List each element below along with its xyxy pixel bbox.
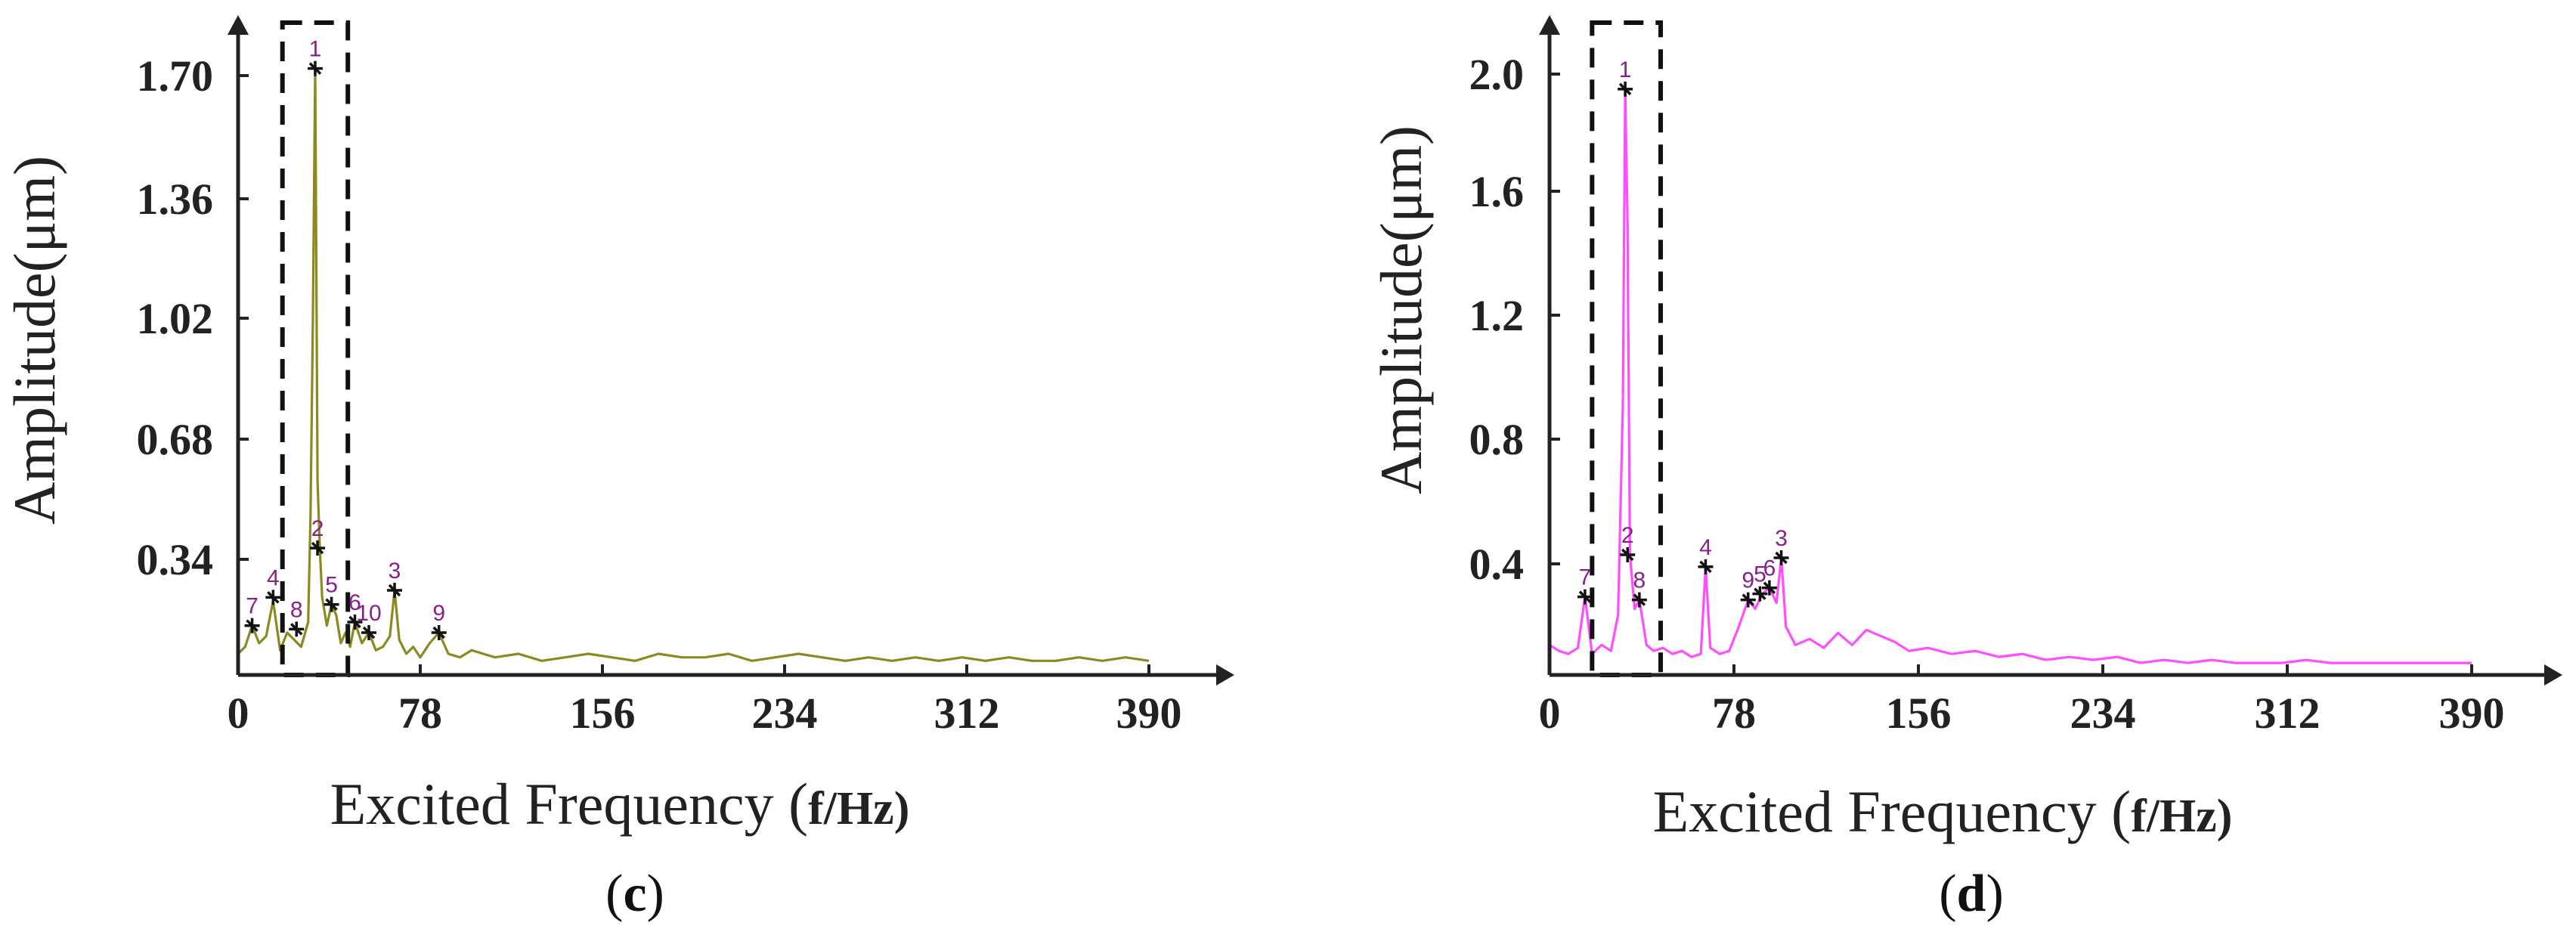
dashed-highlight-box xyxy=(280,20,351,677)
y-axis-arrow xyxy=(228,15,249,35)
y-tick-label: 0.4 xyxy=(1469,540,1525,589)
x-tick-label: 78 xyxy=(398,689,442,738)
x-tick-label: 312 xyxy=(2255,689,2321,738)
peak-number-label: 3 xyxy=(389,559,401,584)
panel-label-letter: c xyxy=(623,865,646,923)
peak-number-label: 5 xyxy=(325,573,338,598)
x-tick-label: 156 xyxy=(1886,689,1952,738)
peak-number-label: 4 xyxy=(1699,535,1712,560)
x-tick-label: 156 xyxy=(570,689,636,738)
peak-number-label: 6 xyxy=(1763,556,1776,581)
peak-marker xyxy=(348,615,361,629)
y-tick-label: 1.70 xyxy=(137,51,214,101)
x-tick-label: 234 xyxy=(2070,689,2136,738)
peak-number-label: 7 xyxy=(1579,565,1592,590)
y-tick-label: 0.68 xyxy=(137,415,214,464)
x-tick-label: 78 xyxy=(1712,689,1756,738)
peak-number-label: 10 xyxy=(356,601,381,626)
y-axis-title: Amplitude(μm) xyxy=(1368,125,1434,494)
x-tick-label: 234 xyxy=(752,689,818,738)
y-tick-label: 1.02 xyxy=(137,294,214,343)
x-axis-title-main: Excited Frequency ( xyxy=(1653,779,2131,844)
peak-number-label: 7 xyxy=(246,594,259,619)
series-line xyxy=(237,67,1150,662)
peak-number-label: 2 xyxy=(1621,523,1634,548)
peak-marker xyxy=(1742,593,1755,606)
y-tick-label: 1.2 xyxy=(1469,291,1525,340)
peak-marker xyxy=(1754,587,1766,600)
peak-marker xyxy=(1618,82,1632,96)
panel-label-close: ) xyxy=(647,865,664,923)
peak-marker xyxy=(1699,560,1712,574)
peak-number-label: 1 xyxy=(1619,57,1632,82)
y-axis-arrow xyxy=(1539,15,1560,35)
peak-number-label: 9 xyxy=(432,601,445,626)
series-line xyxy=(1549,88,2472,664)
x-tick-label: 0 xyxy=(1539,689,1561,738)
peak-number-label: 2 xyxy=(311,516,324,541)
peak-marker xyxy=(267,591,280,604)
peak-marker xyxy=(311,541,324,555)
peak-marker xyxy=(432,626,445,639)
peak-marker xyxy=(1775,551,1788,565)
x-axis-title: Excited Frequency (f/Hz) xyxy=(1653,779,2233,844)
peak-number-label: 1 xyxy=(309,37,322,62)
peak-marker xyxy=(1621,548,1634,562)
panel-label: (c) xyxy=(605,865,664,923)
peak-number-label: 8 xyxy=(1633,568,1646,593)
peak-marker xyxy=(290,623,303,636)
peak-number-label: 3 xyxy=(1775,526,1788,551)
peak-marker xyxy=(1578,590,1592,603)
x-axis-arrow xyxy=(1216,664,1234,686)
panel-label-open: ( xyxy=(605,865,623,923)
peak-marker xyxy=(325,598,338,611)
dashed-highlight-box xyxy=(1590,20,1664,677)
x-tick-label: 0 xyxy=(228,689,249,738)
y-tick-label: 0.8 xyxy=(1469,415,1525,464)
x-tick-label: 390 xyxy=(1116,689,1182,738)
peak-number-label: 4 xyxy=(267,565,280,590)
peak-number-label: 6 xyxy=(348,590,361,615)
peak-marker xyxy=(1763,581,1776,594)
x-tick-label: 390 xyxy=(2439,689,2505,738)
y-tick-label: 1.6 xyxy=(1469,167,1525,216)
x-axis-title-unit: f/Hz) xyxy=(2131,791,2232,842)
y-tick-label: 1.36 xyxy=(137,175,214,224)
panel-label: (d) xyxy=(1939,865,2004,923)
y-tick-label: 2.0 xyxy=(1469,50,1525,99)
x-tick-label: 312 xyxy=(934,689,1000,738)
peak-marker xyxy=(1633,593,1646,606)
y-axis-title: Amplitude(μm) xyxy=(2,156,67,525)
peak-number-label: 8 xyxy=(290,597,303,622)
panel-label-open: ( xyxy=(1939,865,1956,923)
peak-number-label: 5 xyxy=(1754,562,1766,587)
peak-marker xyxy=(246,619,259,632)
x-axis-arrow xyxy=(2544,664,2562,686)
peak-marker xyxy=(362,626,376,639)
y-tick-label: 0.34 xyxy=(137,535,214,584)
panel-label-close: ) xyxy=(1986,865,2003,923)
x-axis-title-main: Excited Frequency ( xyxy=(330,771,808,837)
x-axis-title-unit: f/Hz) xyxy=(808,783,909,834)
x-axis-title: Excited Frequency (f/Hz) xyxy=(330,771,910,837)
panel-label-letter: d xyxy=(1957,865,1986,923)
peak-number-label: 9 xyxy=(1742,568,1754,593)
peak-marker xyxy=(308,62,322,75)
peak-marker xyxy=(388,584,401,597)
